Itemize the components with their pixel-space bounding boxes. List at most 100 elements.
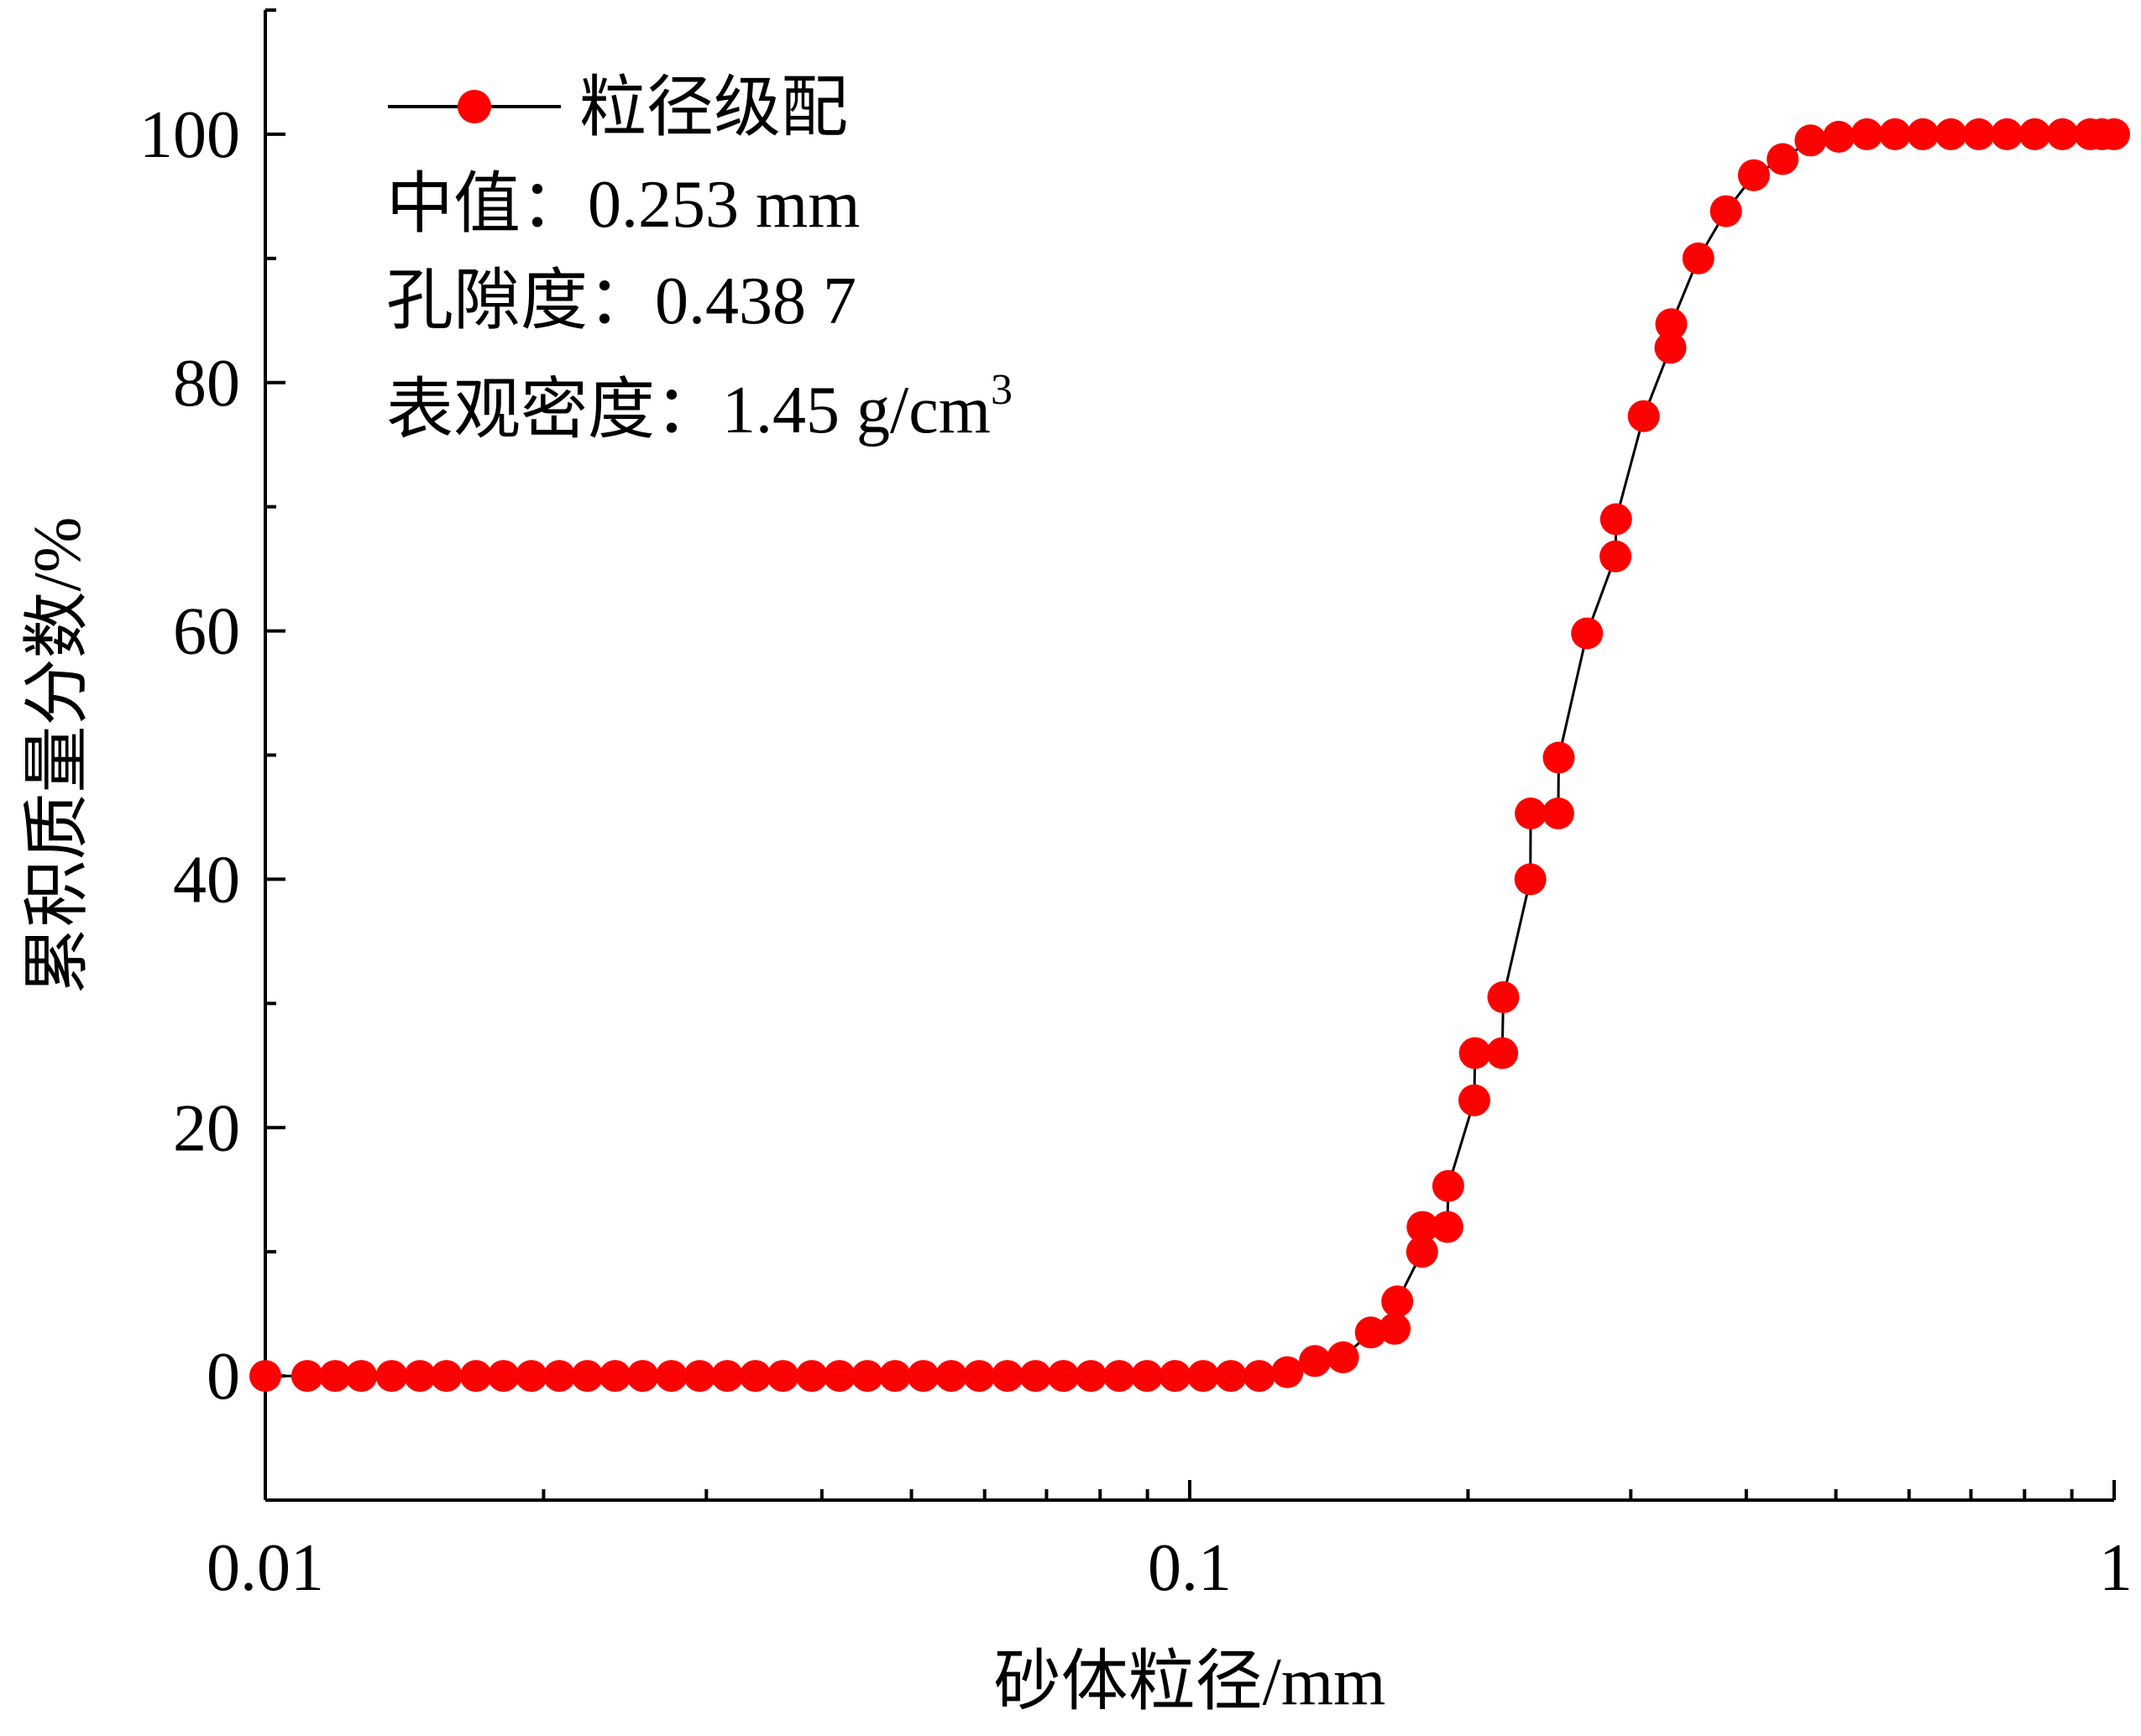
data-point-marker xyxy=(1654,332,1687,364)
data-point-marker xyxy=(934,1360,967,1393)
data-point-marker xyxy=(1823,120,1855,153)
data-point-marker xyxy=(1432,1169,1464,1202)
data-point-marker xyxy=(1962,118,1995,150)
data-point-marker xyxy=(1406,1236,1438,1268)
data-point-marker xyxy=(1487,980,1520,1013)
data-point-marker xyxy=(1571,617,1604,650)
data-point-marker xyxy=(767,1360,799,1393)
data-point-marker xyxy=(823,1360,856,1393)
legend: 粒径级配 xyxy=(388,71,848,145)
median-annotation: 中值：0.253 mm xyxy=(386,168,860,242)
legend-series-label: 粒径级配 xyxy=(579,71,848,145)
data-point-marker xyxy=(1515,797,1547,829)
annotations: 中值：0.253 mm 孔隙度：0.438 7 表观密度：1.45 g/cm3 xyxy=(386,168,1013,447)
y-tick-label: 20 xyxy=(173,1091,240,1165)
y-ticks-layer: 0 20 40 60 80 100 xyxy=(139,8,285,1502)
data-point-marker xyxy=(2018,118,2051,150)
data-point-marker xyxy=(1879,118,1911,150)
data-point-marker xyxy=(1737,159,1770,191)
data-point-marker xyxy=(1159,1360,1191,1393)
data-point-marker xyxy=(543,1360,576,1393)
data-point-marker xyxy=(1243,1360,1275,1393)
data-point-marker xyxy=(1019,1360,1052,1393)
data-point-marker xyxy=(1794,124,1827,157)
legend-marker-swatch xyxy=(458,90,491,123)
data-point-marker xyxy=(1215,1360,1247,1393)
data-point-marker xyxy=(1187,1360,1219,1393)
x-tick-label: 0.01 xyxy=(207,1531,324,1605)
data-point-marker xyxy=(1131,1360,1164,1393)
x-tick-label: 0.1 xyxy=(1148,1531,1232,1605)
data-point-marker xyxy=(1486,1037,1519,1069)
density-unit-superscript: 3 xyxy=(991,366,1013,414)
data-point-marker xyxy=(1103,1360,1136,1393)
data-point-marker xyxy=(1406,1210,1439,1243)
data-point-marker xyxy=(404,1360,437,1393)
data-point-marker xyxy=(963,1360,996,1393)
data-point-marker xyxy=(626,1360,659,1393)
data-point-marker xyxy=(1850,118,1883,150)
y-tick-label: 0 xyxy=(207,1340,240,1414)
data-point-marker xyxy=(1458,1084,1490,1116)
x-ticks-layer: 0.01 0.1 1 xyxy=(207,1480,2133,1605)
data-point-marker xyxy=(1542,797,1574,829)
data-point-marker xyxy=(599,1360,631,1393)
porosity-prefix: 孔隙度： xyxy=(386,264,655,338)
data-point-marker xyxy=(375,1360,408,1393)
median-value: 0.253 mm xyxy=(588,168,860,242)
data-point-marker xyxy=(1271,1356,1304,1388)
data-point-marker xyxy=(487,1360,520,1393)
data-point-marker xyxy=(571,1360,604,1393)
data-point-marker xyxy=(655,1360,688,1393)
porosity-value: 0.438 7 xyxy=(655,264,856,338)
density-value: 1.45 g/cm xyxy=(722,374,991,447)
data-point-marker xyxy=(1327,1341,1359,1373)
data-point-marker xyxy=(1381,1285,1414,1318)
data-point-marker xyxy=(291,1360,323,1393)
data-point-marker xyxy=(1682,242,1714,275)
data-point-marker xyxy=(1354,1316,1387,1349)
data-point-marker xyxy=(1599,503,1632,536)
data-point-marker xyxy=(879,1360,911,1393)
data-point-marker xyxy=(1458,1037,1491,1069)
data-point-marker xyxy=(1934,118,1967,150)
data-point-marker xyxy=(1599,540,1632,573)
series-marker-layer xyxy=(249,118,2130,1393)
data-point-marker xyxy=(1542,741,1575,774)
data-point-marker xyxy=(1709,195,1742,227)
data-point-marker xyxy=(459,1360,492,1393)
data-point-marker xyxy=(1379,1312,1411,1345)
data-point-marker xyxy=(1655,308,1688,341)
data-point-marker xyxy=(1991,118,2023,150)
y-axis-label: 累积质量分数/% xyxy=(21,517,95,995)
data-point-marker xyxy=(991,1360,1023,1393)
data-point-marker xyxy=(2098,118,2130,150)
data-point-marker xyxy=(345,1360,378,1393)
data-point-marker xyxy=(1047,1360,1080,1393)
median-prefix: 中值： xyxy=(386,168,588,242)
data-point-marker xyxy=(851,1360,884,1393)
data-point-marker xyxy=(249,1360,281,1393)
data-point-marker xyxy=(1514,863,1547,896)
x-axis-label: 砂体粒径/mm xyxy=(994,1645,1386,1719)
density-annotation: 表观密度：1.45 g/cm3 xyxy=(386,366,1013,447)
data-point-marker xyxy=(711,1360,744,1393)
y-tick-label: 100 xyxy=(139,98,240,172)
data-point-marker xyxy=(683,1360,716,1393)
data-point-marker xyxy=(795,1360,828,1393)
data-point-marker xyxy=(739,1360,772,1393)
data-point-marker xyxy=(319,1360,352,1393)
data-point-marker xyxy=(1767,143,1799,175)
y-tick-label: 60 xyxy=(173,595,240,669)
data-point-marker xyxy=(1907,118,1939,150)
data-point-marker xyxy=(1431,1210,1463,1243)
data-point-marker xyxy=(907,1360,940,1393)
data-point-marker xyxy=(515,1360,547,1393)
data-point-marker xyxy=(1075,1360,1107,1393)
data-point-marker xyxy=(1299,1345,1332,1378)
data-point-marker xyxy=(2046,118,2079,150)
x-tick-label: 1 xyxy=(2099,1531,2133,1605)
data-point-marker xyxy=(430,1360,463,1393)
